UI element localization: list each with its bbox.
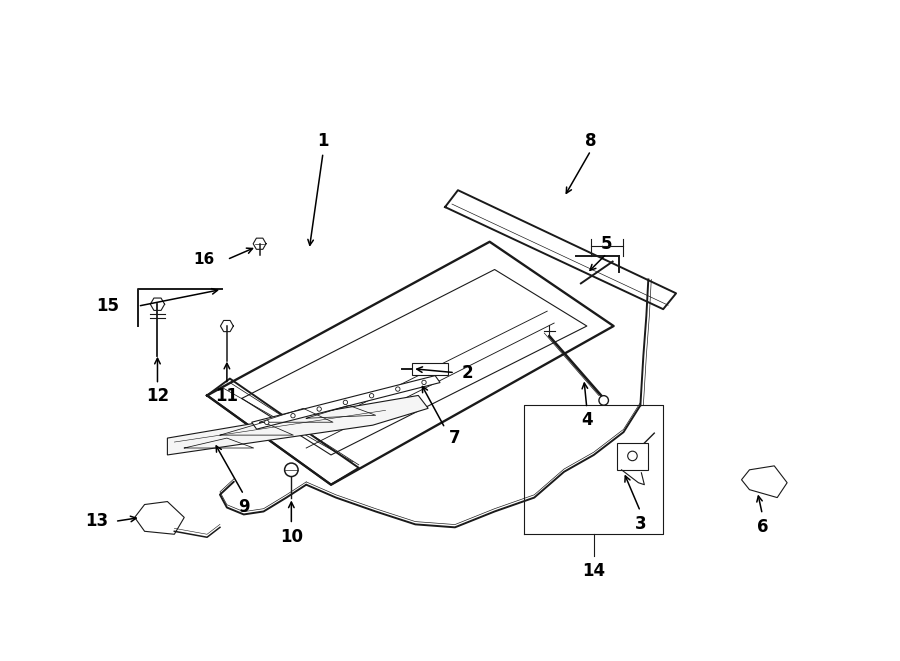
Circle shape <box>265 420 269 424</box>
Text: 4: 4 <box>581 411 593 429</box>
Polygon shape <box>412 363 448 375</box>
Circle shape <box>422 380 427 385</box>
Text: 15: 15 <box>96 297 120 315</box>
Text: 8: 8 <box>585 132 597 149</box>
Polygon shape <box>252 375 440 429</box>
Polygon shape <box>167 395 428 455</box>
Polygon shape <box>742 466 788 498</box>
Text: 5: 5 <box>601 235 612 253</box>
Text: 2: 2 <box>462 364 473 381</box>
Text: 12: 12 <box>146 387 169 405</box>
Circle shape <box>598 396 608 405</box>
Polygon shape <box>445 190 676 309</box>
Polygon shape <box>135 502 184 534</box>
Text: 6: 6 <box>757 518 768 536</box>
Circle shape <box>627 451 637 461</box>
Polygon shape <box>616 443 648 470</box>
Text: 14: 14 <box>582 562 606 580</box>
Text: 16: 16 <box>194 252 215 267</box>
Circle shape <box>343 400 347 405</box>
Circle shape <box>291 414 295 418</box>
Circle shape <box>317 407 321 411</box>
Text: 13: 13 <box>85 512 108 530</box>
Circle shape <box>369 393 374 398</box>
Text: 9: 9 <box>238 498 249 516</box>
Polygon shape <box>207 379 359 485</box>
Polygon shape <box>207 242 614 485</box>
Text: 11: 11 <box>215 387 238 405</box>
Text: 3: 3 <box>634 516 646 533</box>
Text: 1: 1 <box>318 132 328 149</box>
Circle shape <box>396 387 400 391</box>
Text: 10: 10 <box>280 528 302 546</box>
Circle shape <box>284 463 298 477</box>
Text: 7: 7 <box>449 429 461 447</box>
